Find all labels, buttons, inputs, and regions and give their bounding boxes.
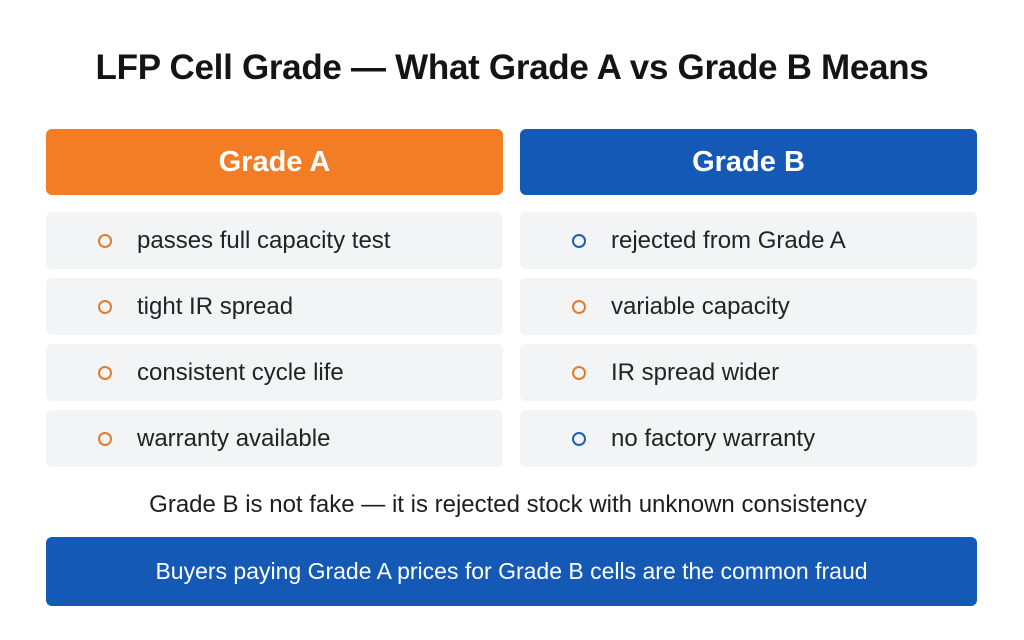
grade-a-item-text: tight IR spread	[137, 292, 294, 320]
grade-a-column: Grade A passes full capacity test tight …	[46, 129, 503, 467]
circle-bullet-icon	[572, 365, 586, 380]
grade-a-item: warranty available	[46, 410, 503, 467]
grade-a-item: passes full capacity test	[46, 212, 503, 269]
grade-b-item-text: no factory warranty	[611, 424, 816, 452]
grade-b-item: variable capacity	[520, 278, 977, 335]
grade-a-item-text: consistent cycle life	[137, 358, 344, 386]
warning-banner: Buyers paying Grade A prices for Grade B…	[46, 537, 977, 606]
circle-bullet-icon	[572, 233, 586, 248]
grade-b-item: rejected from Grade A	[520, 212, 977, 269]
grade-b-header: Grade B	[520, 129, 977, 195]
grade-a-item: consistent cycle life	[46, 344, 503, 401]
grade-a-item-text: passes full capacity test	[137, 226, 391, 254]
grade-b-item-text: IR spread wider	[611, 358, 780, 386]
grade-b-item-text: rejected from Grade A	[611, 226, 846, 254]
grade-b-column: Grade B rejected from Grade A variable c…	[520, 129, 977, 467]
circle-bullet-icon	[572, 299, 586, 314]
circle-bullet-icon	[98, 299, 112, 314]
grade-a-header: Grade A	[46, 129, 503, 195]
circle-bullet-icon	[98, 365, 112, 380]
circle-bullet-icon	[98, 233, 112, 248]
grade-a-item: tight IR spread	[46, 278, 503, 335]
grade-a-item-text: warranty available	[137, 424, 331, 452]
circle-bullet-icon	[98, 431, 112, 446]
page-title: LFP Cell Grade — What Grade A vs Grade B…	[95, 48, 929, 87]
note-text: Grade B is not fake — it is rejected sto…	[149, 491, 867, 518]
circle-bullet-icon	[572, 431, 586, 446]
grade-b-item: IR spread wider	[520, 344, 977, 401]
grade-b-item-text: variable capacity	[611, 292, 790, 320]
grade-b-item: no factory warranty	[520, 410, 977, 467]
